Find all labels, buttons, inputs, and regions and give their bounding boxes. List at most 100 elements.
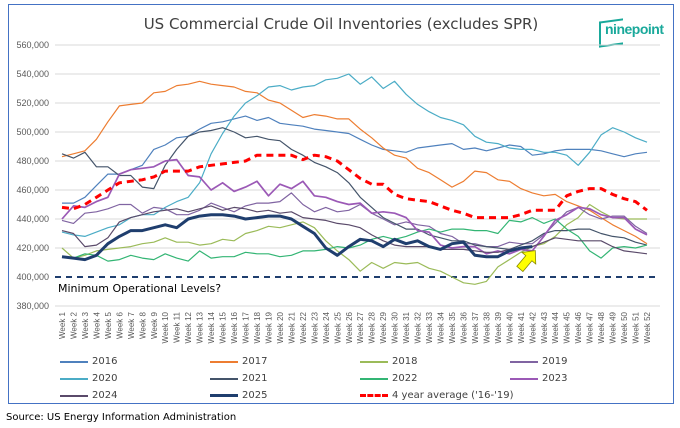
x-tick-label: Week 44 <box>551 311 560 343</box>
legend-swatch-icon <box>510 360 538 363</box>
series-line-2022 <box>61 217 648 262</box>
x-tick-label: Week 15 <box>219 311 228 343</box>
x-tick-label: Week 49 <box>609 311 618 343</box>
x-tick-label: Week 43 <box>540 311 549 343</box>
x-tick-label: Week 50 <box>620 311 629 343</box>
x-tick-label: Week 36 <box>459 311 468 343</box>
x-tick-label: Week 37 <box>471 311 480 343</box>
x-tick-label: Week 1 <box>58 311 67 339</box>
legend-label: 4 year average ('16-'19) <box>392 390 514 401</box>
x-tick-label: Week 30 <box>391 311 400 343</box>
y-tick-label: 500,000 <box>16 127 49 137</box>
legend-swatch-icon <box>360 360 388 363</box>
legend-swatch-icon <box>210 394 238 397</box>
x-tick-label: Week 10 <box>161 311 170 343</box>
source-note: Source: US Energy Information Administra… <box>6 412 237 423</box>
x-tick-label: Week 2 <box>69 311 78 339</box>
x-tick-label: Week 13 <box>196 311 205 343</box>
legend-swatch-icon <box>510 377 538 380</box>
x-tick-label: Week 9 <box>150 311 159 339</box>
x-tick-label: Week 16 <box>230 311 239 343</box>
x-tick-label: Week 34 <box>437 311 446 343</box>
legend-label: 2025 <box>242 390 268 401</box>
x-tick-label: Week 40 <box>505 311 514 343</box>
legend-item: 2016 <box>60 356 117 367</box>
minimum-operational-annotation: Minimum Operational Levels? <box>58 282 221 295</box>
legend-swatch-icon <box>210 377 238 380</box>
x-axis-ticks: Week 1 Week 2 Week 3 Week 4 Week 5 Week 6 Week… <box>58 311 652 343</box>
legend-label: 2021 <box>242 373 268 384</box>
x-tick-label: Week 3 <box>81 311 90 339</box>
series-line-4-year-average-16-19 <box>61 153 648 220</box>
y-tick-label: 480,000 <box>16 156 49 166</box>
arrow-icon <box>516 250 537 273</box>
legend-item: 2021 <box>210 373 267 384</box>
legend-item: 2025 <box>210 390 267 401</box>
x-tick-label: Week 52 <box>643 311 652 343</box>
legend-item: 2017 <box>210 356 267 367</box>
legend-label: 2017 <box>242 356 268 367</box>
x-tick-label: Week 46 <box>574 311 583 343</box>
x-tick-label: Week 42 <box>528 311 537 343</box>
legend-label: 2022 <box>392 373 418 384</box>
x-tick-label: Week 45 <box>563 311 572 343</box>
x-tick-label: Week 4 <box>92 311 101 339</box>
legend-item: 2024 <box>60 390 117 401</box>
yellow-arrow-annotation <box>516 250 537 273</box>
x-tick-label: Week 6 <box>115 311 124 339</box>
x-tick-label: Week 7 <box>127 311 136 339</box>
x-tick-label: Week 8 <box>138 311 147 339</box>
legend-swatch-icon <box>60 377 88 380</box>
y-tick-label: 380,000 <box>16 301 49 311</box>
legend-swatch-icon <box>60 360 88 363</box>
x-tick-label: Week 35 <box>448 311 457 343</box>
x-tick-label: Week 22 <box>299 311 308 343</box>
x-tick-label: Week 26 <box>345 311 354 343</box>
legend-item: 2019 <box>510 356 567 367</box>
x-tick-label: Week 27 <box>356 311 365 343</box>
x-tick-label: Week 11 <box>173 311 182 342</box>
legend-label: 2018 <box>392 356 418 367</box>
y-tick-label: 460,000 <box>16 185 49 195</box>
x-tick-label: Week 32 <box>414 311 423 343</box>
legend-swatch-icon <box>360 394 388 397</box>
series-line-2017 <box>61 80 648 245</box>
ninepoint-logo: ninepoint <box>599 17 664 48</box>
y-tick-label: 440,000 <box>16 214 49 224</box>
legend-item: 2022 <box>360 373 417 384</box>
legend-swatch-icon <box>210 360 238 363</box>
x-tick-label: Week 14 <box>207 311 216 343</box>
legend-label: 2020 <box>92 373 118 384</box>
x-tick-label: Week 19 <box>264 311 273 343</box>
legend-label: 2016 <box>92 356 118 367</box>
x-tick-label: Week 41 <box>517 311 526 343</box>
y-tick-label: 560,000 <box>16 40 49 50</box>
x-tick-label: Week 21 <box>287 311 296 343</box>
legend-item: 4 year average ('16-'19) <box>360 390 514 401</box>
legend-label: 2023 <box>542 373 568 384</box>
y-tick-label: 400,000 <box>16 272 49 282</box>
series-line-2024 <box>61 205 648 255</box>
legend-swatch-icon <box>360 377 388 380</box>
x-tick-label: Week 51 <box>632 311 641 343</box>
legend-item: 2020 <box>60 373 117 384</box>
logo-text: ninepoint <box>605 21 664 37</box>
chart-frame: US Commercial Crude Oil Inventories (exc… <box>8 4 674 404</box>
legend-swatch-icon <box>60 394 88 397</box>
x-tick-label: Week 33 <box>425 311 434 343</box>
x-tick-label: Week 28 <box>368 311 377 343</box>
legend-item: 2018 <box>360 356 417 367</box>
x-tick-label: Week 38 <box>482 311 491 343</box>
x-tick-label: Week 25 <box>333 311 342 343</box>
x-tick-label: Week 17 <box>242 311 251 343</box>
x-tick-label: Week 48 <box>597 311 606 343</box>
y-axis-ticks: 380,000 400,000 420,000 440,000 460,000 480,0… <box>16 40 49 311</box>
x-tick-label: Week 20 <box>276 311 285 343</box>
chart-title: US Commercial Crude Oil Inventories (exc… <box>143 15 539 33</box>
x-tick-label: Week 47 <box>586 311 595 343</box>
y-tick-label: 540,000 <box>16 69 49 79</box>
x-tick-label: Week 23 <box>310 311 319 343</box>
x-tick-label: Week 18 <box>253 311 262 343</box>
legend-label: 2019 <box>542 356 568 367</box>
